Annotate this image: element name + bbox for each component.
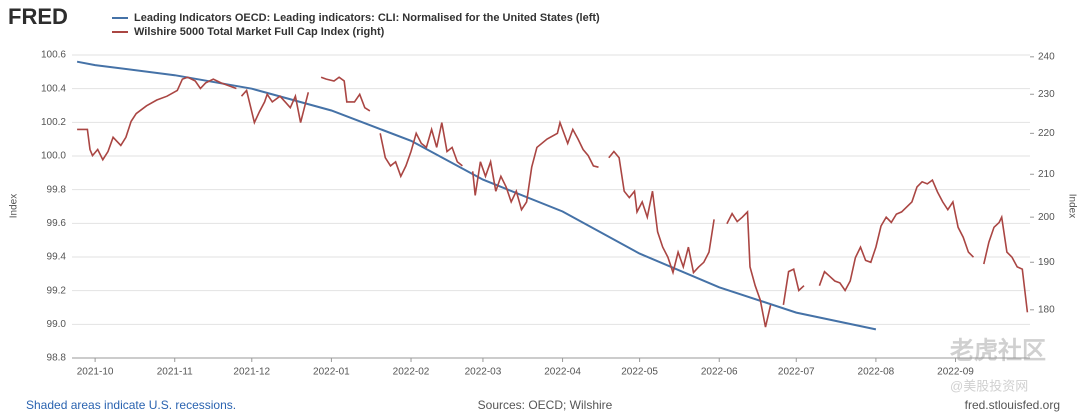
x-tick-label: 2022-05 [621,367,658,378]
y2-tick-label: 190 [1038,257,1055,268]
x-tick-label: 2022-02 [393,367,430,378]
x-tick-label: 2022-04 [544,367,581,378]
y2-tick-label: 210 [1038,169,1055,180]
y-axis-label: Index [9,194,20,218]
x-tick-label: 2022-06 [701,367,738,378]
logo: FRED [8,4,68,29]
x-tick-label: 2021-11 [157,367,193,378]
x-tick-label: 2021-12 [233,367,270,378]
footnote: Shaded areas indicate U.S. recessions. [26,398,236,412]
y2-tick-label: 240 [1038,51,1055,62]
y2-tick-label: 200 [1038,212,1055,223]
y-tick-label: 99.2 [47,285,67,296]
x-tick-label: 2021-10 [77,367,114,378]
y-tick-label: 99.8 [47,184,67,195]
y2-tick-label: 230 [1038,89,1055,100]
y-tick-label: 100.6 [41,50,66,61]
legend-label: Wilshire 5000 Total Market Full Cap Inde… [134,26,385,38]
x-tick-label: 2022-03 [465,367,502,378]
legend-label: Leading Indicators OECD: Leading indicat… [134,12,600,24]
y2-axis-label: Index [1066,194,1077,218]
y-tick-label: 100.4 [41,83,66,94]
y2-tick-label: 180 [1038,304,1055,315]
source: Sources: OECD; Wilshire [478,398,613,412]
x-tick-label: 2022-08 [858,367,895,378]
y-tick-label: 100.0 [41,151,66,162]
site: fred.stlouisfed.org [965,398,1060,412]
y-tick-label: 100.2 [41,117,66,128]
y-tick-label: 99.4 [47,252,67,263]
y-tick-label: 98.8 [47,353,67,364]
y-tick-label: 99.0 [47,319,67,330]
series-line [77,76,1029,328]
x-tick-label: 2022-09 [937,367,974,378]
watermark: 老虎社区 [950,336,1046,364]
series-line [76,60,877,331]
watermark: @美股投资网 [950,378,1028,393]
y2-tick-label: 220 [1038,128,1055,139]
x-tick-label: 2022-07 [778,367,815,378]
y-tick-label: 99.6 [47,218,67,229]
x-tick-label: 2022-01 [313,367,350,378]
